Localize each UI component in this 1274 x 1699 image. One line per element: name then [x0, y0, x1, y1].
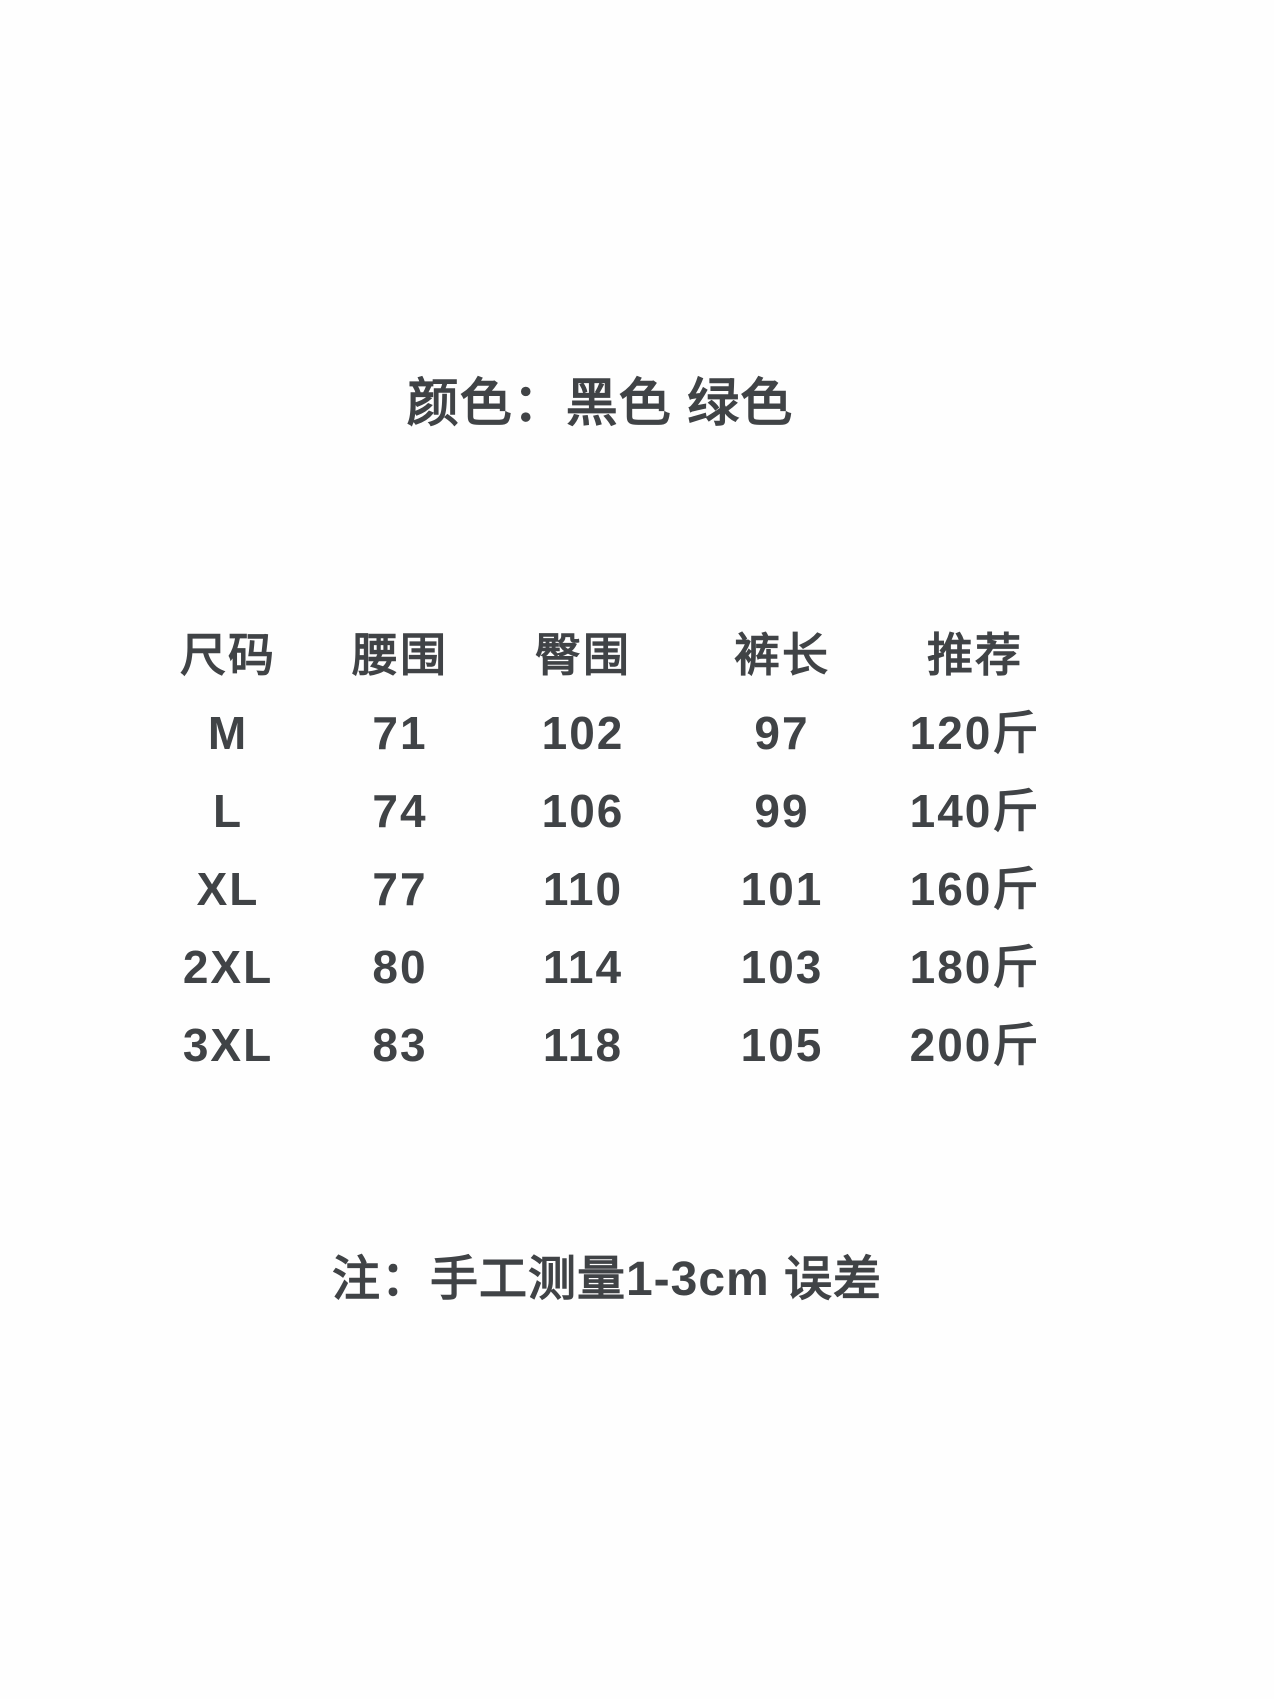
cell-length: 99 — [754, 785, 810, 837]
size-table: 尺码 腰围 臀围 裤长 推荐 M 71 102 97 120斤 L 74 106… — [140, 616, 1068, 1084]
cell-length: 103 — [740, 941, 824, 993]
cell-hip: 114 — [542, 941, 624, 993]
color-options-title: 颜色：黑色 绿色 — [406, 375, 794, 433]
cell-length: 101 — [740, 863, 824, 915]
col-header-size: 尺码 — [180, 629, 276, 681]
cell-waist: 77 — [372, 863, 428, 915]
cell-size: 3XL — [182, 1019, 274, 1071]
cell-length: 97 — [754, 707, 810, 759]
cell-size: L — [212, 785, 244, 837]
col-header-hip: 臀围 — [535, 629, 631, 681]
cell-recommend: 140斤 — [909, 785, 1041, 837]
cell-recommend: 200斤 — [909, 1019, 1041, 1071]
cell-size: M — [207, 707, 249, 759]
measurement-note: 注：手工测量1-3cm 误差 — [331, 1253, 883, 1306]
cell-recommend: 160斤 — [909, 863, 1041, 915]
cell-waist: 83 — [372, 1019, 428, 1071]
cell-hip: 102 — [541, 707, 625, 759]
cell-recommend: 120斤 — [909, 707, 1041, 759]
cell-recommend: 180斤 — [909, 941, 1041, 993]
cell-waist: 71 — [372, 707, 428, 759]
cell-size: XL — [196, 863, 260, 915]
cell-hip: 110 — [542, 863, 624, 915]
col-header-recommend: 推荐 — [927, 629, 1023, 681]
cell-hip: 106 — [541, 785, 625, 837]
cell-size: 2XL — [182, 941, 274, 993]
cell-waist: 80 — [372, 941, 428, 993]
cell-waist: 74 — [372, 785, 428, 837]
col-header-waist: 腰围 — [352, 629, 448, 681]
cell-length: 105 — [740, 1019, 824, 1071]
cell-hip: 118 — [542, 1019, 624, 1071]
col-header-length: 裤长 — [734, 629, 830, 681]
